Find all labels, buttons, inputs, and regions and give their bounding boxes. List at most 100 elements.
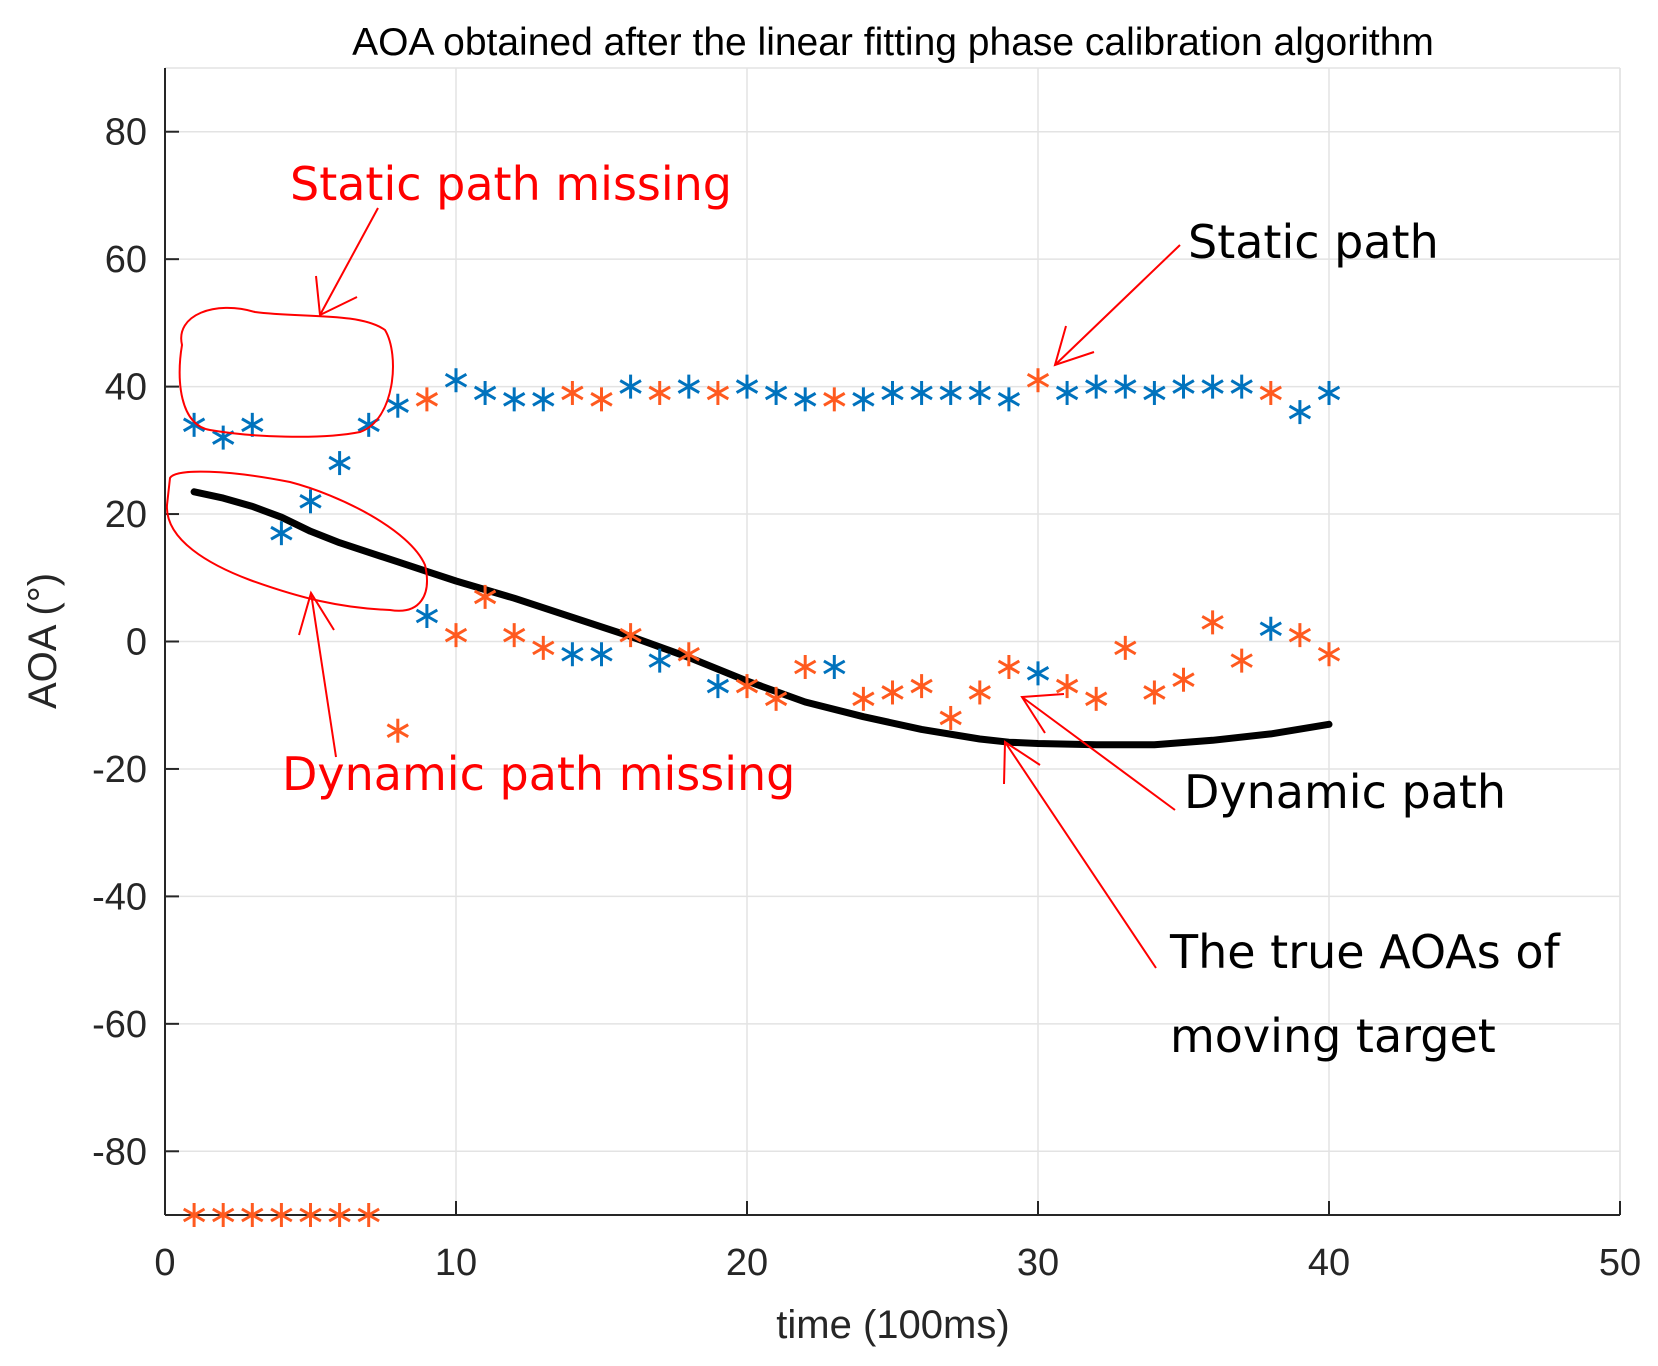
orange-point xyxy=(386,718,409,743)
asterisk-stroke xyxy=(1055,385,1079,401)
orange-point xyxy=(1230,648,1253,673)
asterisk-stroke xyxy=(1055,678,1079,694)
asterisk-stroke xyxy=(648,653,671,668)
asterisk-stroke xyxy=(910,678,933,694)
x-tick-label: 20 xyxy=(726,1242,768,1284)
orange-point xyxy=(1055,674,1079,699)
asterisk-stroke xyxy=(473,589,497,605)
asterisk-stroke xyxy=(415,608,439,624)
asterisk-stroke xyxy=(182,1207,206,1223)
asterisk-stroke xyxy=(1259,385,1282,401)
chart-title: AOA obtained after the linear fitting ph… xyxy=(352,21,1434,64)
asterisk-stroke xyxy=(299,1207,322,1223)
asterisk-stroke xyxy=(881,385,904,401)
orange-point xyxy=(648,380,671,405)
asterisk-stroke xyxy=(386,723,409,739)
orange-point xyxy=(212,1203,235,1227)
x-tick-label: 40 xyxy=(1308,1242,1350,1284)
orange-point xyxy=(968,680,991,705)
annotation-dynamic-path-missing: Dynamic path missing xyxy=(282,747,795,801)
asterisk-stroke xyxy=(1288,404,1312,420)
asterisk-stroke xyxy=(677,379,700,394)
asterisk-stroke xyxy=(1288,627,1312,643)
y-tick-label: 40 xyxy=(105,367,147,409)
orange-point xyxy=(1259,380,1282,405)
orange-point xyxy=(677,642,700,667)
blue-point xyxy=(444,368,468,393)
asterisk-stroke xyxy=(1172,379,1195,394)
annotation-static-path: Static path xyxy=(1188,215,1439,269)
orange-point xyxy=(328,1203,351,1227)
blue-point xyxy=(1026,661,1050,686)
asterisk-stroke xyxy=(444,372,468,388)
blue-point xyxy=(590,642,613,667)
asterisk-stroke xyxy=(1201,379,1224,394)
asterisk-stroke xyxy=(212,1207,235,1223)
asterisk-stroke xyxy=(270,1207,293,1223)
y-tick-label: -40 xyxy=(92,876,147,918)
asterisk-stroke xyxy=(794,659,817,675)
blue-point xyxy=(328,451,351,476)
blue-point xyxy=(939,380,962,405)
y-tick-label: -60 xyxy=(92,1004,147,1046)
blue-point xyxy=(503,387,526,412)
orange-point xyxy=(823,387,846,412)
asterisk-stroke xyxy=(823,392,846,407)
asterisk-stroke xyxy=(939,385,962,401)
static-missing-ellipse xyxy=(178,306,394,438)
asterisk-stroke xyxy=(823,659,846,675)
y-tick-label: -20 xyxy=(92,749,147,791)
blue-point xyxy=(881,380,904,405)
asterisk-stroke xyxy=(1085,691,1108,707)
annotation-static-path-missing: Static path missing xyxy=(290,157,732,211)
orange-point xyxy=(794,654,817,679)
static-missing-arrow-line xyxy=(319,207,379,316)
asterisk-stroke xyxy=(1230,653,1253,668)
blue-point xyxy=(1114,374,1137,399)
asterisk-stroke xyxy=(444,627,468,643)
asterisk-stroke xyxy=(415,392,439,407)
blue-point xyxy=(1143,380,1166,405)
asterisk-stroke xyxy=(182,417,206,433)
asterisk-stroke xyxy=(1026,666,1050,681)
asterisk-stroke xyxy=(881,685,904,700)
blue-point xyxy=(619,374,642,399)
orange-point xyxy=(299,1203,322,1227)
asterisk-stroke xyxy=(1143,685,1166,700)
blue-point xyxy=(1201,374,1224,399)
orange-point xyxy=(415,387,439,412)
y-tick-label: -80 xyxy=(92,1131,147,1173)
true-aoa-arrow-line xyxy=(1004,741,1157,969)
asterisk-stroke xyxy=(1143,385,1166,401)
asterisk-stroke xyxy=(706,385,730,401)
x-ticks: 0 10 20 30 40 50 xyxy=(154,1201,1641,1284)
y-ticks: -80 -60 -40 -20 0 20 40 60 80 xyxy=(92,112,179,1173)
asterisk-stroke xyxy=(997,659,1021,675)
x-tick-label: 30 xyxy=(1017,1242,1059,1284)
orange-point xyxy=(706,380,730,405)
annotations xyxy=(165,207,1181,969)
dynamic-missing-ellipse xyxy=(165,470,428,612)
orange-point xyxy=(910,674,933,699)
asterisk-stroke xyxy=(561,385,584,401)
asterisk-stroke xyxy=(386,398,409,414)
blue-point xyxy=(706,674,730,699)
y-tick-label: 60 xyxy=(105,239,147,281)
asterisk-stroke xyxy=(1201,615,1224,630)
y-tick-label: 0 xyxy=(126,622,147,664)
asterisk-stroke xyxy=(1114,379,1137,394)
blue-point xyxy=(852,387,875,412)
asterisk-stroke xyxy=(968,385,991,401)
orange-point xyxy=(561,380,584,405)
true-aoa-arrow-head xyxy=(1003,740,1041,785)
static-missing-arrow-head xyxy=(315,275,358,317)
blue-point xyxy=(764,380,788,405)
asterisk-stroke xyxy=(677,646,700,662)
x-axis-title: time (100ms) xyxy=(776,1303,1009,1347)
orange-point xyxy=(1026,368,1050,393)
static-path-arrow-head xyxy=(1053,325,1095,367)
orange-point xyxy=(503,623,526,648)
asterisk-stroke xyxy=(328,455,351,471)
asterisk-stroke xyxy=(706,678,730,694)
